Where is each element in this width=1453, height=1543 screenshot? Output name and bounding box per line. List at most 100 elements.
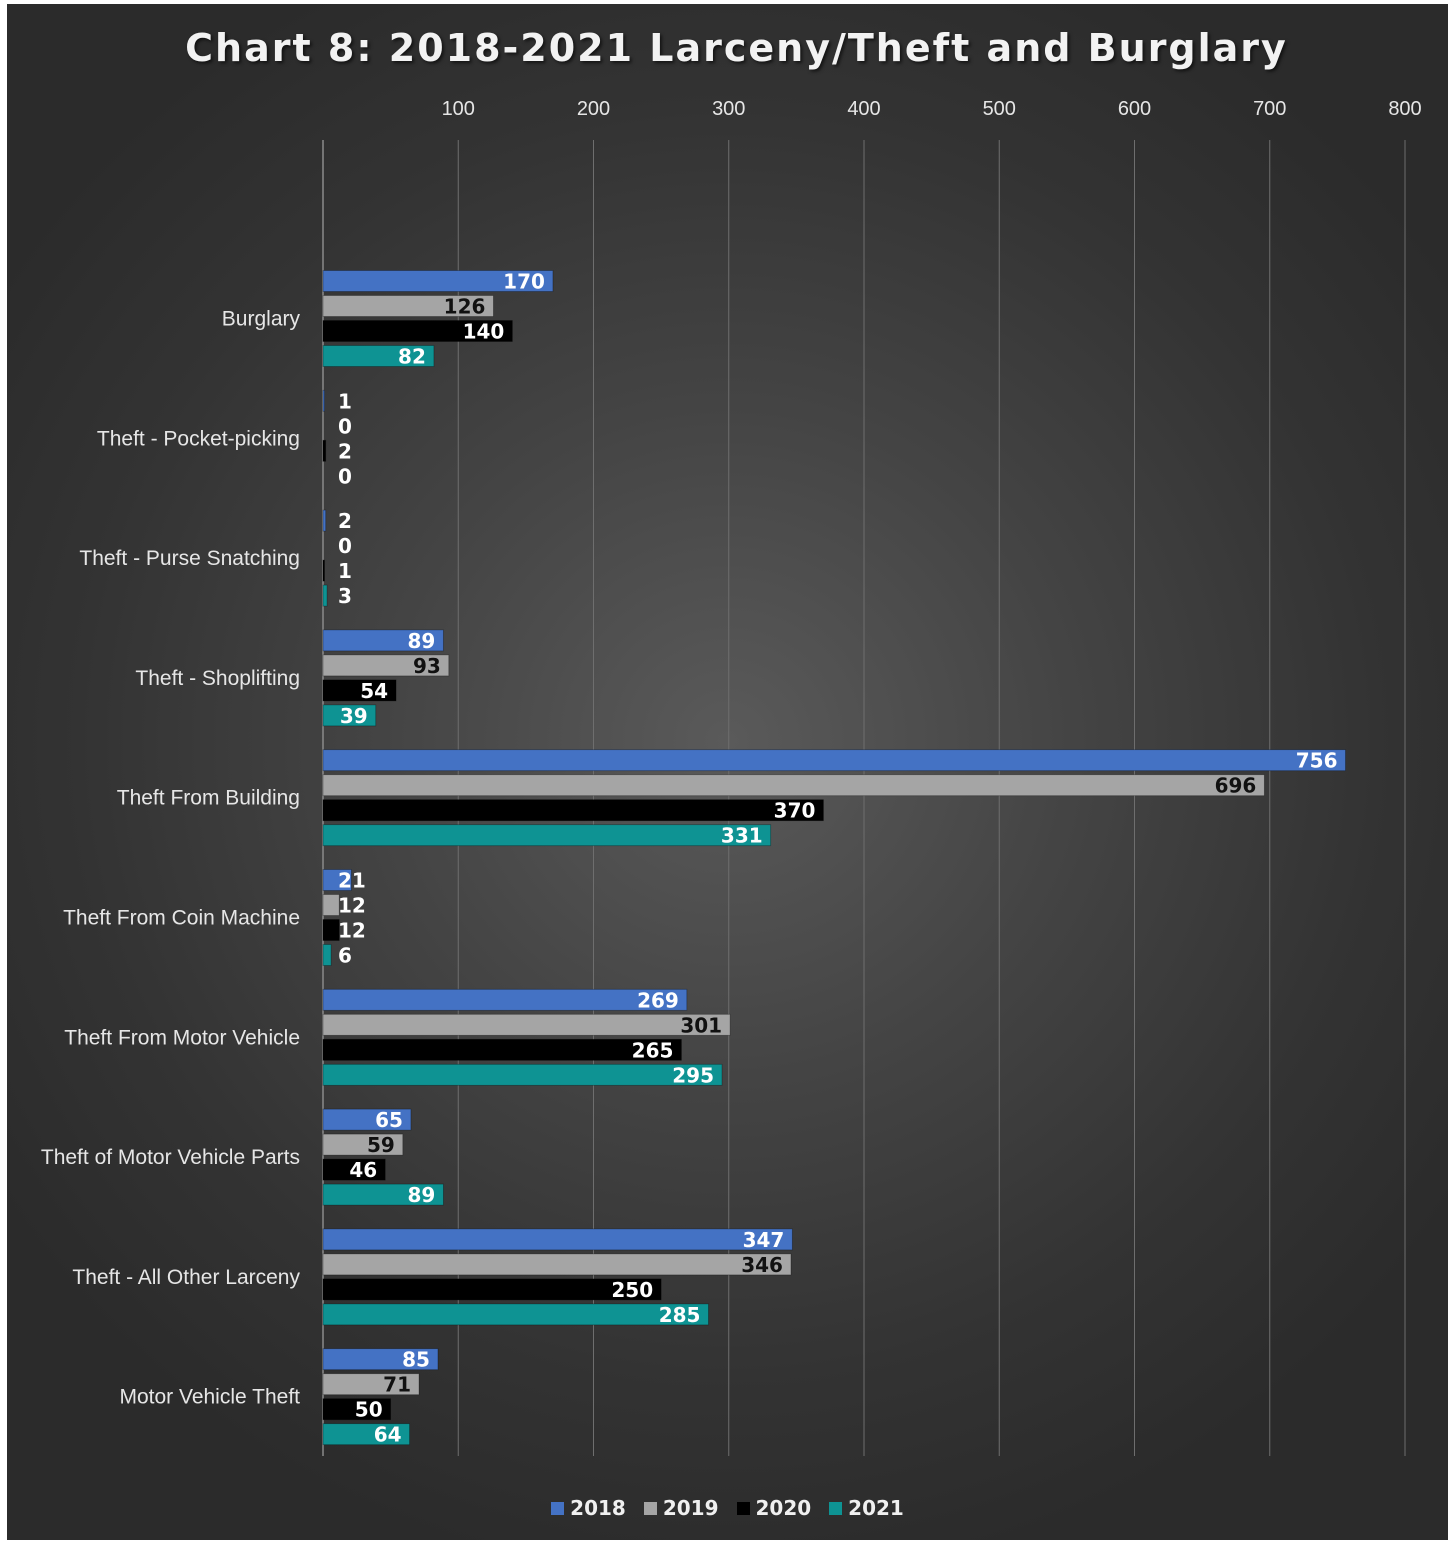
bar-2021	[322, 584, 328, 607]
bar-2020	[322, 1278, 662, 1301]
bar-2020	[322, 439, 327, 462]
bar-2018	[322, 270, 554, 292]
data-label: 347	[743, 1228, 785, 1252]
data-label: 54	[360, 679, 388, 703]
data-label: 3	[338, 584, 352, 608]
chart-frame: Chart 8: 2018-2021 Larceny/Theft and Bur…	[7, 4, 1448, 1540]
data-label: 0	[338, 464, 352, 488]
data-label: 12	[338, 894, 366, 918]
data-label: 346	[741, 1253, 783, 1277]
data-label: 126	[444, 295, 486, 319]
data-label: 2	[338, 509, 352, 533]
bar-2019	[322, 774, 1265, 797]
data-label: 0	[338, 414, 352, 438]
data-label: 0	[338, 534, 352, 558]
bar-2021	[322, 824, 772, 847]
data-label: 301	[680, 1013, 722, 1037]
data-label: 82	[398, 345, 426, 369]
legend-label: 2018	[570, 1496, 626, 1520]
bar-2019	[322, 1013, 731, 1036]
data-label: 89	[408, 1183, 436, 1207]
x-tick-label: 200	[577, 98, 610, 120]
category-label: Theft - Pocket-picking	[97, 427, 300, 450]
bar-2020	[322, 679, 397, 702]
data-label: 21	[338, 869, 366, 893]
bar-2021	[322, 1063, 723, 1086]
data-label: 65	[375, 1108, 403, 1132]
legend-swatch	[551, 1501, 565, 1515]
data-label: 1	[338, 389, 352, 413]
bar-2021	[322, 1183, 444, 1206]
legend-label: 2020	[755, 1496, 812, 1520]
bar-2020	[322, 799, 824, 822]
data-label: 46	[349, 1158, 377, 1182]
category-label: Theft From Motor Vehicle	[64, 1026, 300, 1049]
legend-swatch	[643, 1501, 657, 1515]
bar-2019	[322, 1373, 420, 1396]
data-label: 285	[659, 1303, 701, 1327]
legend-label: 2021	[848, 1496, 904, 1520]
bar-2018	[322, 389, 325, 412]
legend-item-2020: 2020	[736, 1496, 812, 1520]
data-label: 756	[1296, 749, 1338, 773]
bar-2019	[322, 1133, 404, 1156]
bar-2018	[322, 1108, 412, 1131]
bar-2018	[322, 869, 352, 891]
bar-2021	[322, 1303, 709, 1326]
data-label: 170	[503, 270, 545, 294]
chart-title: Chart 8: 2018-2021 Larceny/Theft and Bur…	[185, 26, 1288, 70]
data-label: 696	[1215, 774, 1257, 798]
bar-2020	[322, 919, 340, 941]
category-label: Theft From Building	[117, 787, 300, 810]
bar-2021	[322, 1423, 410, 1446]
x-tick-label: 500	[983, 98, 1016, 120]
legend: 2018 2019 2020 2021	[7, 1496, 1448, 1520]
bar-2018	[322, 749, 1346, 772]
bar-2020	[322, 1158, 386, 1181]
data-label: 295	[672, 1063, 714, 1087]
data-label: 64	[374, 1423, 402, 1447]
bar-2018	[322, 988, 688, 1011]
bar-2021	[322, 345, 435, 367]
bar-2019	[322, 894, 340, 916]
legend-item-2021: 2021	[829, 1496, 904, 1520]
x-tick-label: 800	[1388, 98, 1421, 120]
data-label: 2	[338, 439, 352, 463]
x-tick-label: 600	[1118, 98, 1151, 120]
bar-2021	[322, 944, 332, 966]
data-label: 1	[338, 559, 352, 583]
data-label: 12	[338, 919, 366, 943]
legend-swatch	[829, 1501, 843, 1515]
category-label: Theft From Coin Machine	[63, 907, 300, 930]
data-label: 59	[367, 1133, 395, 1157]
category-label: Burglary	[222, 308, 301, 331]
category-label: Theft - Purse Snatching	[79, 547, 300, 570]
data-label: 250	[611, 1278, 653, 1302]
legend-item-2018: 2018	[551, 1496, 626, 1520]
bar-2018	[322, 1348, 439, 1371]
bar-2018	[322, 1228, 793, 1251]
bar-2020	[322, 559, 325, 582]
category-label: Motor Vehicle Theft	[119, 1386, 300, 1409]
data-label: 89	[408, 629, 436, 653]
x-tick-label: 100	[442, 98, 475, 120]
bar-2018	[322, 629, 444, 652]
bar-2019	[322, 1253, 792, 1276]
legend-label: 2019	[662, 1496, 719, 1520]
legend-swatch	[736, 1501, 750, 1515]
bar-2019	[322, 654, 450, 677]
data-label: 50	[355, 1398, 383, 1422]
data-label: 85	[402, 1348, 430, 1372]
bar-2019	[322, 295, 494, 317]
bar-2021	[322, 704, 377, 727]
bar-2020	[322, 1038, 682, 1061]
bar-2020	[322, 320, 513, 342]
category-label: Theft - All Other Larceny	[72, 1266, 300, 1289]
data-label: 331	[721, 824, 763, 848]
bar-2018	[322, 509, 327, 532]
data-label: 39	[340, 704, 368, 728]
x-tick-label: 400	[847, 98, 880, 120]
category-label: Theft of Motor Vehicle Parts	[41, 1146, 300, 1169]
plot-area: 100 200 300 400 500 600 700 800Burglary17012614…	[41, 98, 1422, 1456]
data-label: 370	[774, 799, 816, 823]
